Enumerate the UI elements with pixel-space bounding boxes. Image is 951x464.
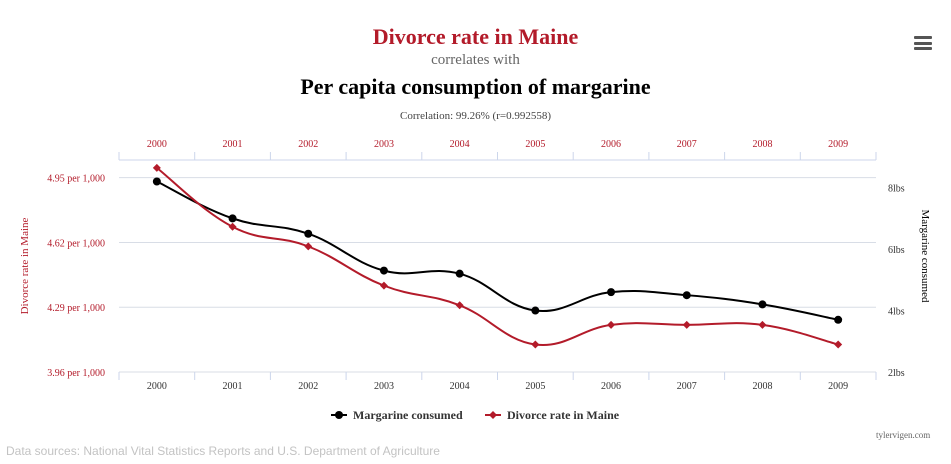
left-axis-tick-label: 4.95 per 1,000 [47, 174, 105, 185]
data-point-margarine-consumed [304, 229, 313, 238]
bottom-axis-tick-label: 2009 [828, 381, 848, 392]
legend-label-margarine-consumed[interactable]: Margarine consumed [353, 408, 463, 422]
credit-link[interactable]: tylervigen.com [876, 430, 931, 440]
data-point-margarine-consumed [228, 214, 237, 223]
data-sources: Data sources: National Vital Statistics … [6, 444, 440, 458]
series-line-margarine-consumed [156, 180, 839, 321]
data-point-divorce-rate-in-maine [834, 340, 843, 349]
hamburger-menu-icon[interactable] [914, 36, 932, 50]
bottom-axis-tick-label: 2006 [601, 381, 621, 392]
right-axis-tick-label: 2lbs [888, 368, 905, 379]
chart-title: Divorce rate in Maine [372, 24, 579, 49]
top-axis-tick-label: 2003 [374, 139, 394, 150]
left-axis-tick-label: 4.29 per 1,000 [47, 303, 105, 314]
chart-subtitle: correlates with [431, 52, 520, 68]
bottom-axis-tick-label: 2000 [147, 381, 167, 392]
top-axis-tick-label: 2005 [525, 139, 545, 150]
left-axis-tick-label: 4.62 per 1,000 [47, 238, 105, 249]
data-point-margarine-consumed [682, 291, 691, 300]
top-axis-tick-label: 2004 [450, 139, 470, 150]
data-point-divorce-rate-in-maine [607, 320, 616, 329]
data-point-margarine-consumed [607, 288, 616, 297]
data-point-margarine-consumed [379, 266, 388, 275]
data-point-divorce-rate-in-maine [531, 340, 540, 349]
data-point-divorce-rate-in-maine [379, 281, 388, 290]
data-point-divorce-rate-in-maine [152, 163, 161, 172]
data-point-divorce-rate-in-maine [758, 320, 767, 329]
bottom-axis-tick-label: 2008 [752, 381, 772, 392]
right-axis-tick-label: 6lbs [888, 245, 905, 256]
data-point-divorce-rate-in-maine [228, 222, 237, 231]
series-line-divorce-rate-in-maine [156, 167, 839, 347]
left-axis-title: Divorce rate in Maine [19, 217, 31, 314]
data-point-margarine-consumed [455, 269, 464, 278]
top-axis-tick-label: 2000 [147, 139, 167, 150]
bottom-axis-tick-label: 2004 [450, 381, 470, 392]
right-axis-tick-label: 8lbs [888, 184, 905, 195]
right-axis-title: Margarine consumed [919, 210, 931, 303]
data-point-margarine-consumed [758, 300, 767, 309]
top-axis-tick-label: 2001 [223, 139, 243, 150]
data-point-divorce-rate-in-maine [455, 301, 464, 310]
top-axis-tick-label: 2009 [828, 139, 848, 150]
data-point-margarine-consumed [152, 177, 161, 186]
legend-marker-divorce-rate-in-maine [489, 411, 497, 419]
bottom-axis-tick-label: 2005 [525, 381, 545, 392]
bottom-axis-tick-label: 2002 [298, 381, 318, 392]
top-axis-tick-label: 2006 [601, 139, 621, 150]
legend-label-divorce-rate-in-maine[interactable]: Divorce rate in Maine [507, 408, 620, 422]
data-point-margarine-consumed [531, 306, 540, 315]
bottom-axis-tick-label: 2007 [677, 381, 697, 392]
chart-title-2: Per capita consumption of margarine [300, 74, 651, 99]
top-axis-tick-label: 2008 [752, 139, 772, 150]
bottom-axis-tick-label: 2003 [374, 381, 394, 392]
data-point-divorce-rate-in-maine [682, 320, 691, 329]
data-point-divorce-rate-in-maine [304, 242, 313, 251]
bottom-axis-tick-label: 2001 [223, 381, 243, 392]
legend-marker-margarine-consumed [335, 411, 343, 419]
data-point-margarine-consumed [834, 315, 843, 324]
correlation-text: Correlation: 99.26% (r=0.992558) [399, 110, 551, 122]
top-axis-tick-label: 2002 [298, 139, 318, 150]
left-axis-tick-label: 3.96 per 1,000 [47, 368, 105, 379]
top-axis-tick-label: 2007 [677, 139, 697, 150]
right-axis-tick-label: 4lbs [888, 307, 905, 318]
